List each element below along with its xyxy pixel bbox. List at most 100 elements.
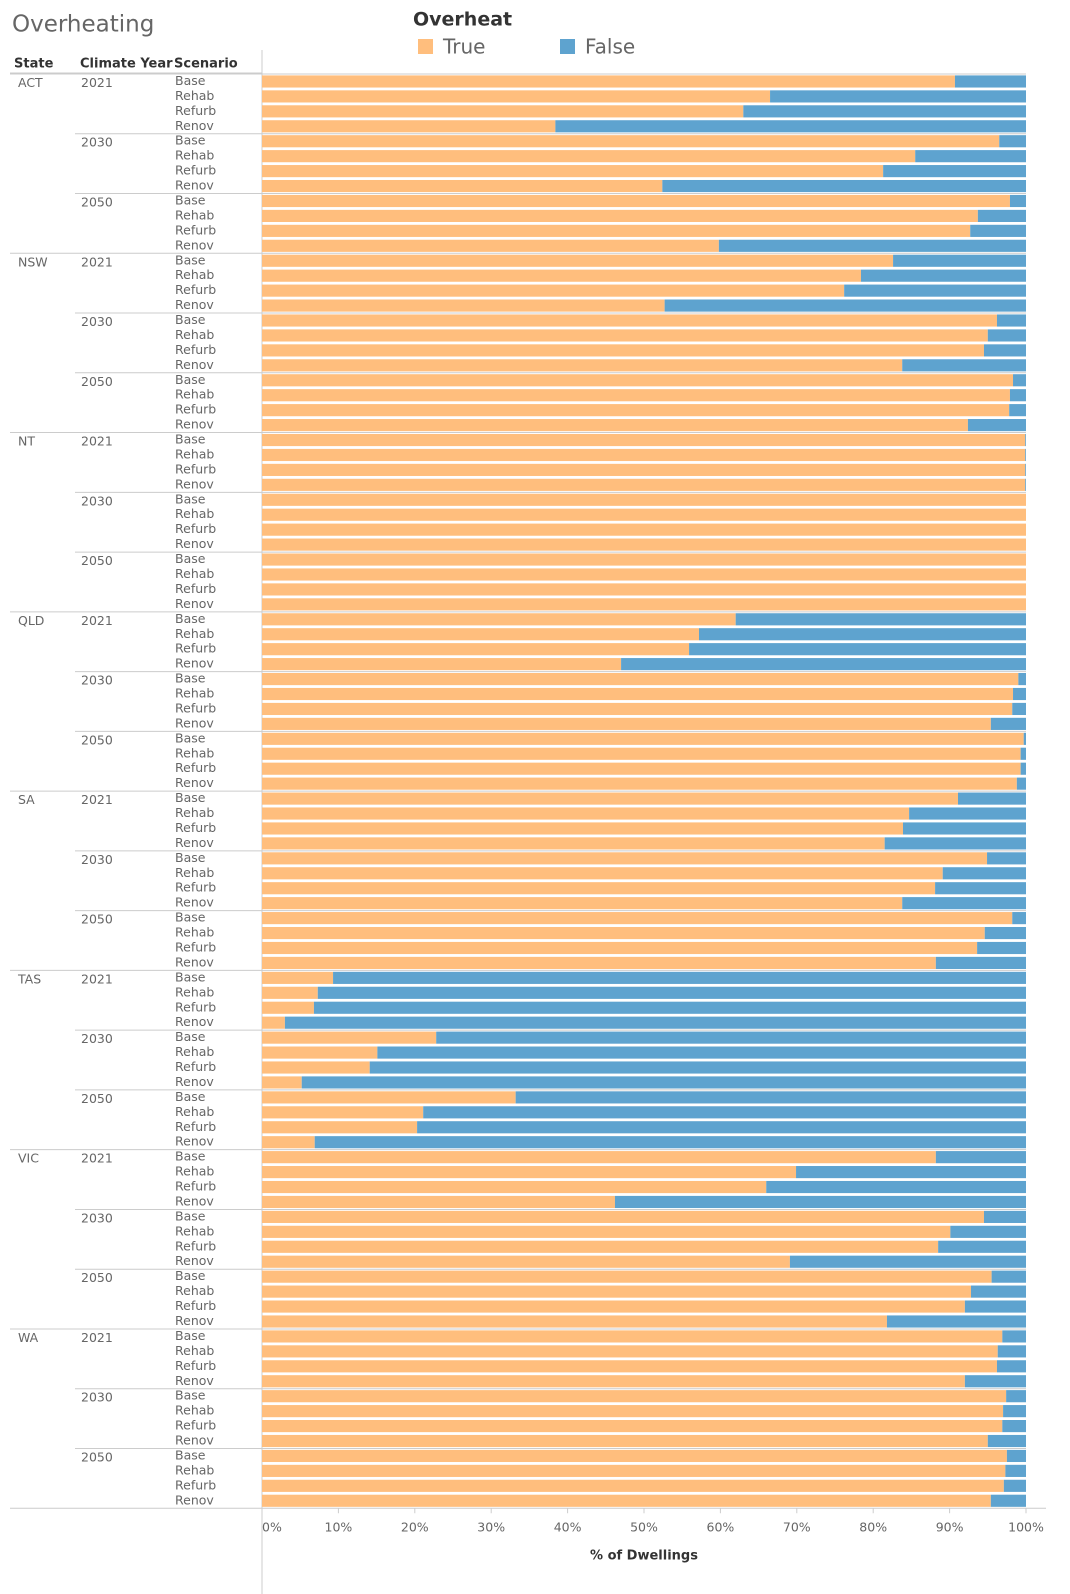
bar-segment bbox=[262, 553, 1026, 566]
bar-segment bbox=[262, 1479, 1004, 1492]
bar-segment bbox=[262, 344, 984, 357]
bar-segment bbox=[262, 359, 903, 372]
scenario-label: Renov bbox=[175, 1134, 214, 1149]
bar-segment bbox=[699, 628, 1026, 641]
bar-segment bbox=[958, 792, 1026, 805]
bar-segment bbox=[369, 1061, 1026, 1074]
bar-segment bbox=[915, 150, 1026, 163]
scenario-label: Rehab bbox=[175, 984, 214, 999]
year-label: 2030 bbox=[81, 135, 113, 150]
scenario-label: Renov bbox=[175, 1193, 214, 1208]
bar-segment bbox=[262, 165, 884, 178]
bar-segment bbox=[983, 1210, 1026, 1223]
scenario-label: Rehab bbox=[175, 745, 214, 760]
bar-segment bbox=[262, 478, 1026, 491]
scenario-label: Refurb bbox=[175, 461, 216, 476]
bar-segment bbox=[262, 463, 1026, 476]
bar-segment bbox=[262, 702, 1013, 716]
year-label: 2021 bbox=[81, 434, 113, 449]
bar-segment bbox=[262, 852, 988, 865]
bar-segment bbox=[983, 344, 1026, 357]
bar-segment bbox=[262, 179, 663, 193]
bar-segment bbox=[1025, 448, 1026, 462]
bar-segment bbox=[262, 1345, 998, 1358]
bar-segment bbox=[262, 1494, 991, 1507]
bar-segment bbox=[1002, 1330, 1026, 1343]
bar-segment bbox=[909, 807, 1026, 820]
scenario-label: Rehab bbox=[175, 1223, 214, 1238]
bar-segment bbox=[1025, 433, 1026, 447]
bar-segment bbox=[262, 732, 1024, 745]
scenario-label: Rehab bbox=[175, 267, 214, 282]
bar-segment bbox=[262, 1091, 516, 1104]
scenario-label: Refurb bbox=[175, 1059, 216, 1074]
bar-segment bbox=[262, 75, 955, 88]
bar-segment bbox=[262, 613, 736, 626]
scenario-label: Rehab bbox=[175, 686, 214, 701]
bar-segment bbox=[262, 1375, 965, 1388]
scenario-label: Renov bbox=[175, 1014, 214, 1029]
bar-segment bbox=[262, 374, 1014, 387]
bar-segment bbox=[262, 673, 1019, 686]
bar-segment bbox=[614, 1195, 1026, 1209]
bar-segment bbox=[262, 986, 318, 999]
bar-segment bbox=[262, 508, 1026, 521]
row-header: Climate Year bbox=[80, 57, 173, 72]
scenario-label: Renov bbox=[175, 1253, 214, 1268]
scenario-label: Base bbox=[175, 192, 206, 207]
bar-segment bbox=[996, 1360, 1026, 1373]
bar-segment bbox=[1009, 389, 1026, 402]
year-label: 2030 bbox=[81, 1210, 113, 1225]
year-label: 2021 bbox=[81, 792, 113, 807]
bar-segment bbox=[262, 643, 690, 656]
bar-segment bbox=[977, 941, 1026, 955]
bar-segment bbox=[770, 90, 1026, 103]
scenario-label: Renov bbox=[175, 656, 214, 671]
bar-segment bbox=[1025, 463, 1026, 476]
bar-segment bbox=[262, 150, 916, 163]
x-tick-label: 50% bbox=[630, 1520, 658, 1535]
bar-segment bbox=[262, 1121, 418, 1134]
scenario-label: Rehab bbox=[175, 148, 214, 163]
bar-segment bbox=[262, 538, 1026, 551]
bar-segment bbox=[262, 1285, 971, 1298]
legend-label: False bbox=[585, 35, 635, 59]
bar-segment bbox=[1020, 762, 1026, 775]
scenario-label: Renov bbox=[175, 835, 214, 850]
x-tick-label: 70% bbox=[783, 1520, 811, 1535]
bar-segment bbox=[964, 1375, 1026, 1388]
scenario-label: Base bbox=[175, 1388, 206, 1403]
scenario-label: Base bbox=[175, 1029, 206, 1044]
bar-segment bbox=[262, 1166, 797, 1179]
bar-segment bbox=[262, 1330, 1003, 1343]
bar-segment bbox=[987, 852, 1026, 865]
scenario-label: Renov bbox=[175, 237, 214, 252]
bar-segment bbox=[662, 179, 1026, 193]
legend-swatch bbox=[418, 39, 433, 54]
bar-segment bbox=[262, 433, 1026, 447]
bar-segment bbox=[262, 777, 1017, 790]
bar-segment bbox=[262, 628, 700, 641]
scenario-label: Renov bbox=[175, 954, 214, 969]
bar-segment bbox=[860, 269, 1026, 282]
bar-segment bbox=[987, 1434, 1026, 1448]
x-tick-label: 100% bbox=[1008, 1520, 1044, 1535]
bar-segment bbox=[262, 658, 622, 671]
bar-segment bbox=[262, 1270, 992, 1283]
bar-segment bbox=[262, 1106, 424, 1119]
scenario-label: Refurb bbox=[175, 760, 216, 775]
bar-segment bbox=[1009, 404, 1026, 417]
bar-segment bbox=[990, 1494, 1026, 1507]
bar-segment bbox=[1006, 1449, 1026, 1463]
bar-segment bbox=[314, 1136, 1026, 1149]
bar-segment bbox=[1012, 702, 1026, 716]
bar-segment bbox=[262, 448, 1026, 462]
bar-segment bbox=[884, 837, 1026, 850]
scenario-label: Base bbox=[175, 312, 206, 327]
bar-segment bbox=[262, 239, 719, 252]
scenario-label: Base bbox=[175, 1149, 206, 1164]
scenario-label: Base bbox=[175, 1447, 206, 1462]
bar-segment bbox=[262, 194, 1010, 208]
bar-segment bbox=[262, 329, 988, 342]
